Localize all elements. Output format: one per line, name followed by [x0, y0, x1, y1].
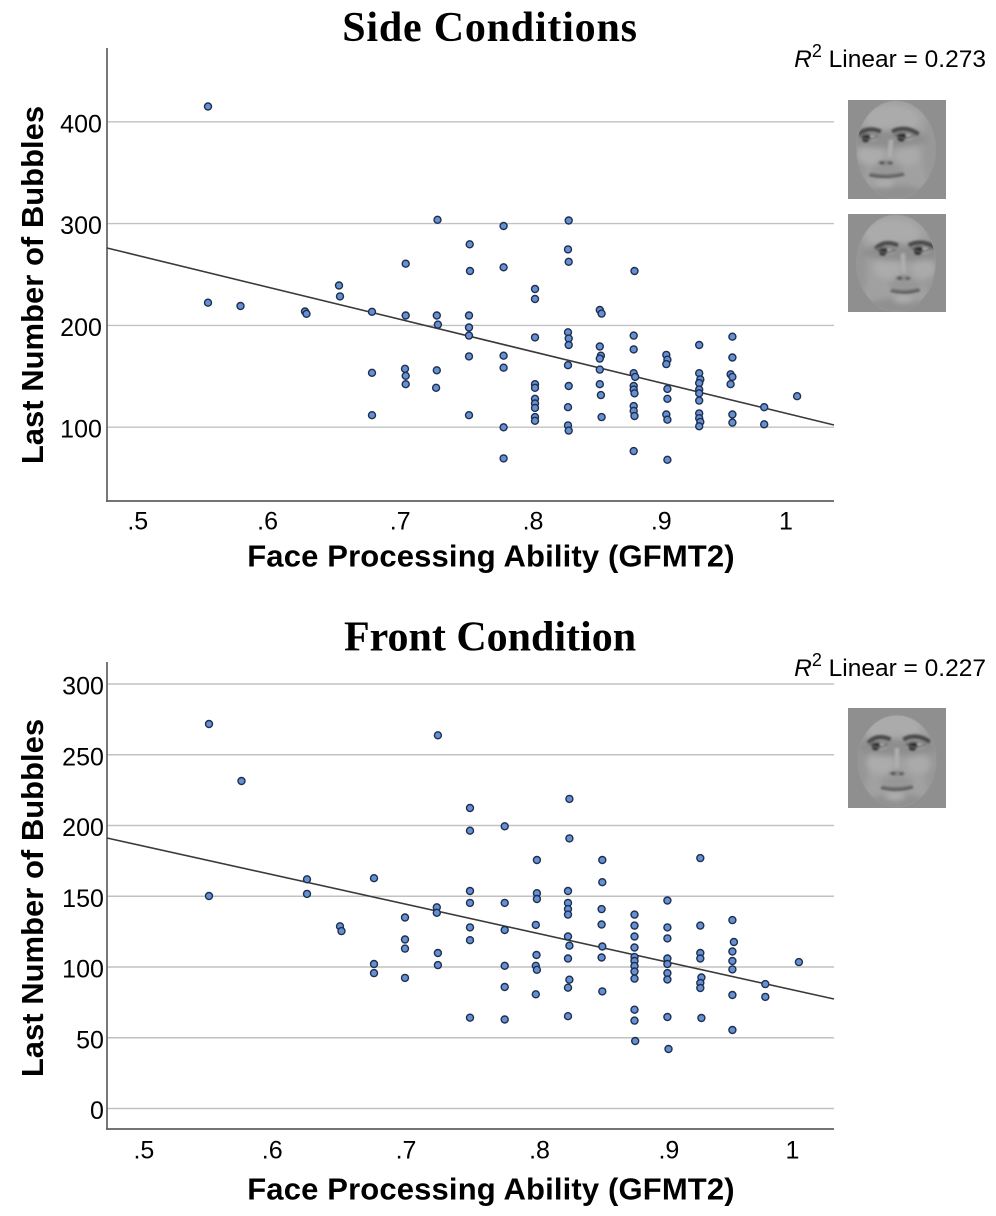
svg-text:150: 150 [62, 885, 104, 913]
svg-text:Last Number of Bubbles: Last Number of Bubbles [15, 106, 50, 464]
svg-text:.6: .6 [257, 508, 278, 536]
svg-text:200: 200 [62, 814, 104, 842]
svg-text:.8: .8 [523, 508, 544, 536]
svg-text:.5: .5 [133, 1137, 154, 1165]
svg-text:.6: .6 [262, 1137, 283, 1165]
svg-text:Front Condition: Front Condition [344, 615, 636, 661]
svg-text:50: 50 [76, 1026, 104, 1054]
svg-text:300: 300 [62, 673, 104, 701]
svg-text:R2 Linear = 0.227: R2 Linear = 0.227 [794, 650, 986, 682]
svg-text:.9: .9 [658, 1137, 679, 1165]
svg-text:Side Conditions: Side Conditions [342, 5, 638, 51]
svg-text:.7: .7 [390, 508, 411, 536]
svg-text:100: 100 [62, 956, 104, 984]
svg-text:0: 0 [90, 1097, 104, 1125]
svg-text:.7: .7 [396, 1137, 417, 1165]
svg-text:1: 1 [779, 508, 793, 536]
svg-text:R2 Linear = 0.273: R2 Linear = 0.273 [794, 41, 986, 73]
svg-text:.5: .5 [127, 508, 148, 536]
svg-text:300: 300 [60, 212, 102, 240]
svg-text:250: 250 [62, 743, 104, 771]
svg-text:100: 100 [60, 416, 102, 444]
svg-text:Last Number of Bubbles: Last Number of Bubbles [15, 719, 50, 1077]
svg-text:Face Processing Ability (GFMT2: Face Processing Ability (GFMT2) [247, 539, 735, 574]
svg-text:.8: .8 [529, 1137, 550, 1165]
svg-text:400: 400 [60, 110, 102, 138]
svg-text:Face Processing Ability (GFMT2: Face Processing Ability (GFMT2) [247, 1172, 735, 1207]
svg-text:1: 1 [786, 1137, 800, 1165]
svg-text:200: 200 [60, 314, 102, 342]
svg-text:.9: .9 [651, 508, 672, 536]
